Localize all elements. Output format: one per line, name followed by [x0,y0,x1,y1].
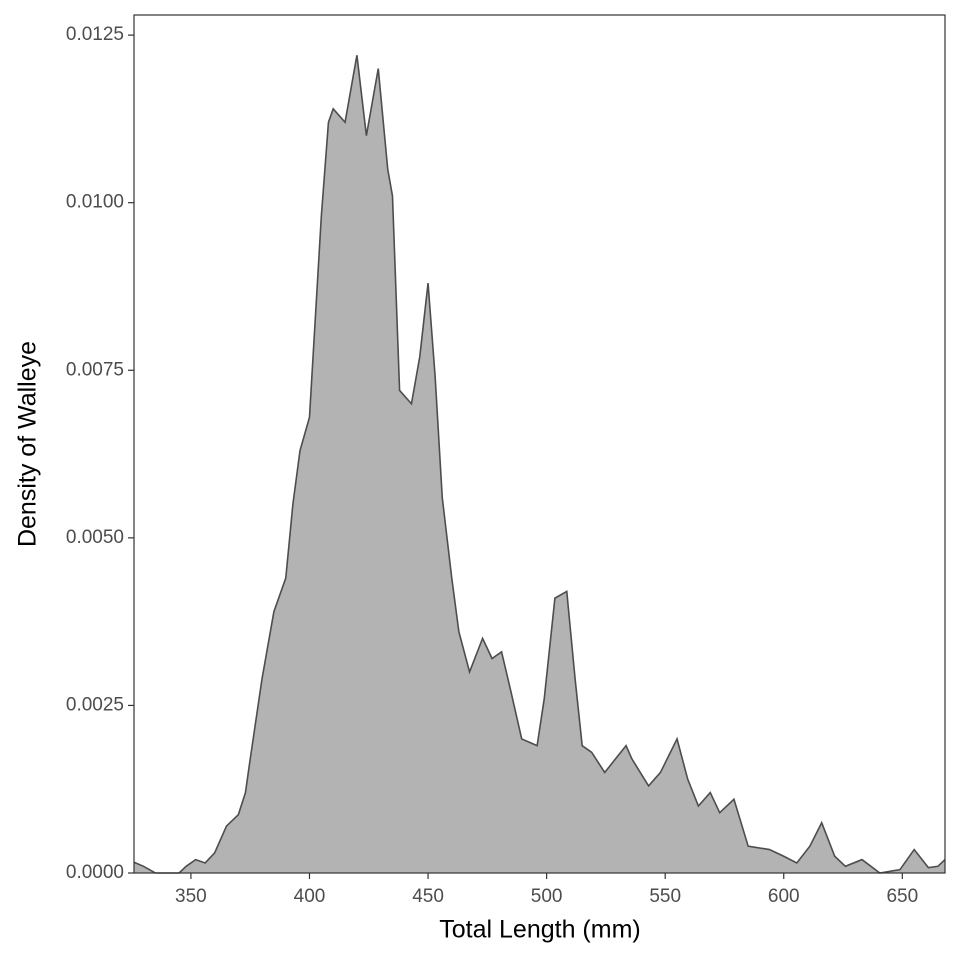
area-fill [134,55,945,874]
plot-border [133,14,946,874]
x-tick-label: 650 [886,886,918,907]
y-tick-label: 0.0075 [66,359,124,380]
density-line [133,55,946,874]
y-tick-label: 0.0050 [66,527,124,548]
x-tick-label: 550 [649,886,681,907]
x-axis-title: Total Length (mm) [439,916,640,944]
x-tick-label: 400 [294,886,326,907]
x-tick-label: 600 [768,886,800,907]
y-tick-label: 0.0125 [66,24,124,45]
x-tick-label: 450 [412,886,444,907]
x-tick-label: 350 [175,886,207,907]
y-tick-label: 0.0000 [66,862,124,883]
x-tick-label: 500 [531,886,563,907]
y-tick-label: 0.0025 [66,694,124,715]
y-axis-title: Density of Walleye [14,341,42,547]
y-tick-label: 0.0100 [66,192,124,213]
